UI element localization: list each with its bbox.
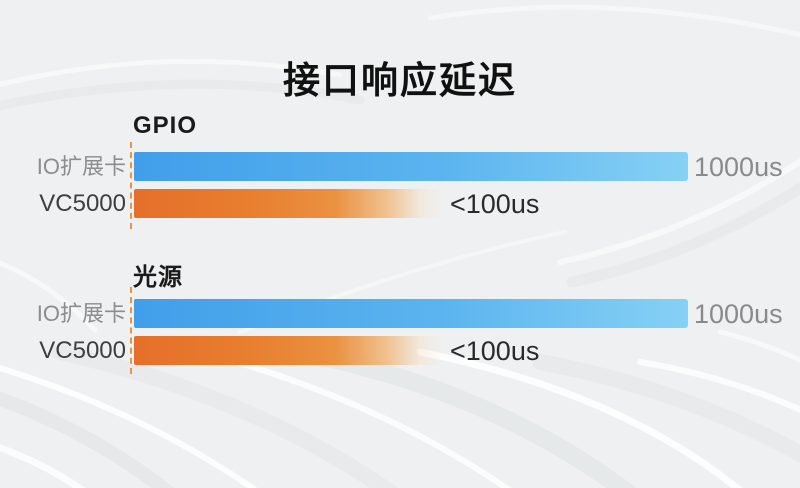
row-label-vc5000-gpio: VC5000 [39, 190, 126, 217]
bar-value-io-card-gpio: 1000us [694, 152, 783, 182]
row-label-io-card-gpio: IO扩展卡 [36, 154, 126, 179]
row-label-vc5000-light-source: VC5000 [39, 337, 126, 364]
bar-io-card-gpio [134, 152, 688, 181]
bar-io-card-light-source [134, 299, 688, 328]
row-label-io-card-light-source: IO扩展卡 [36, 301, 126, 326]
group-label-gpio: GPIO [133, 112, 198, 139]
bar-vc5000-gpio [134, 189, 442, 218]
zero-baseline-gpio [130, 142, 132, 229]
zero-baseline-light-source [130, 287, 132, 374]
bar-value-io-card-light-source: 1000us [694, 299, 783, 329]
bar-value-vc5000-gpio: <100us [450, 189, 540, 219]
bar-vc5000-light-source [134, 336, 442, 365]
chart-title: 接口响应延迟 [283, 60, 517, 101]
bar-value-vc5000-light-source: <100us [450, 336, 540, 366]
group-label-light-source: 光源 [133, 264, 183, 291]
